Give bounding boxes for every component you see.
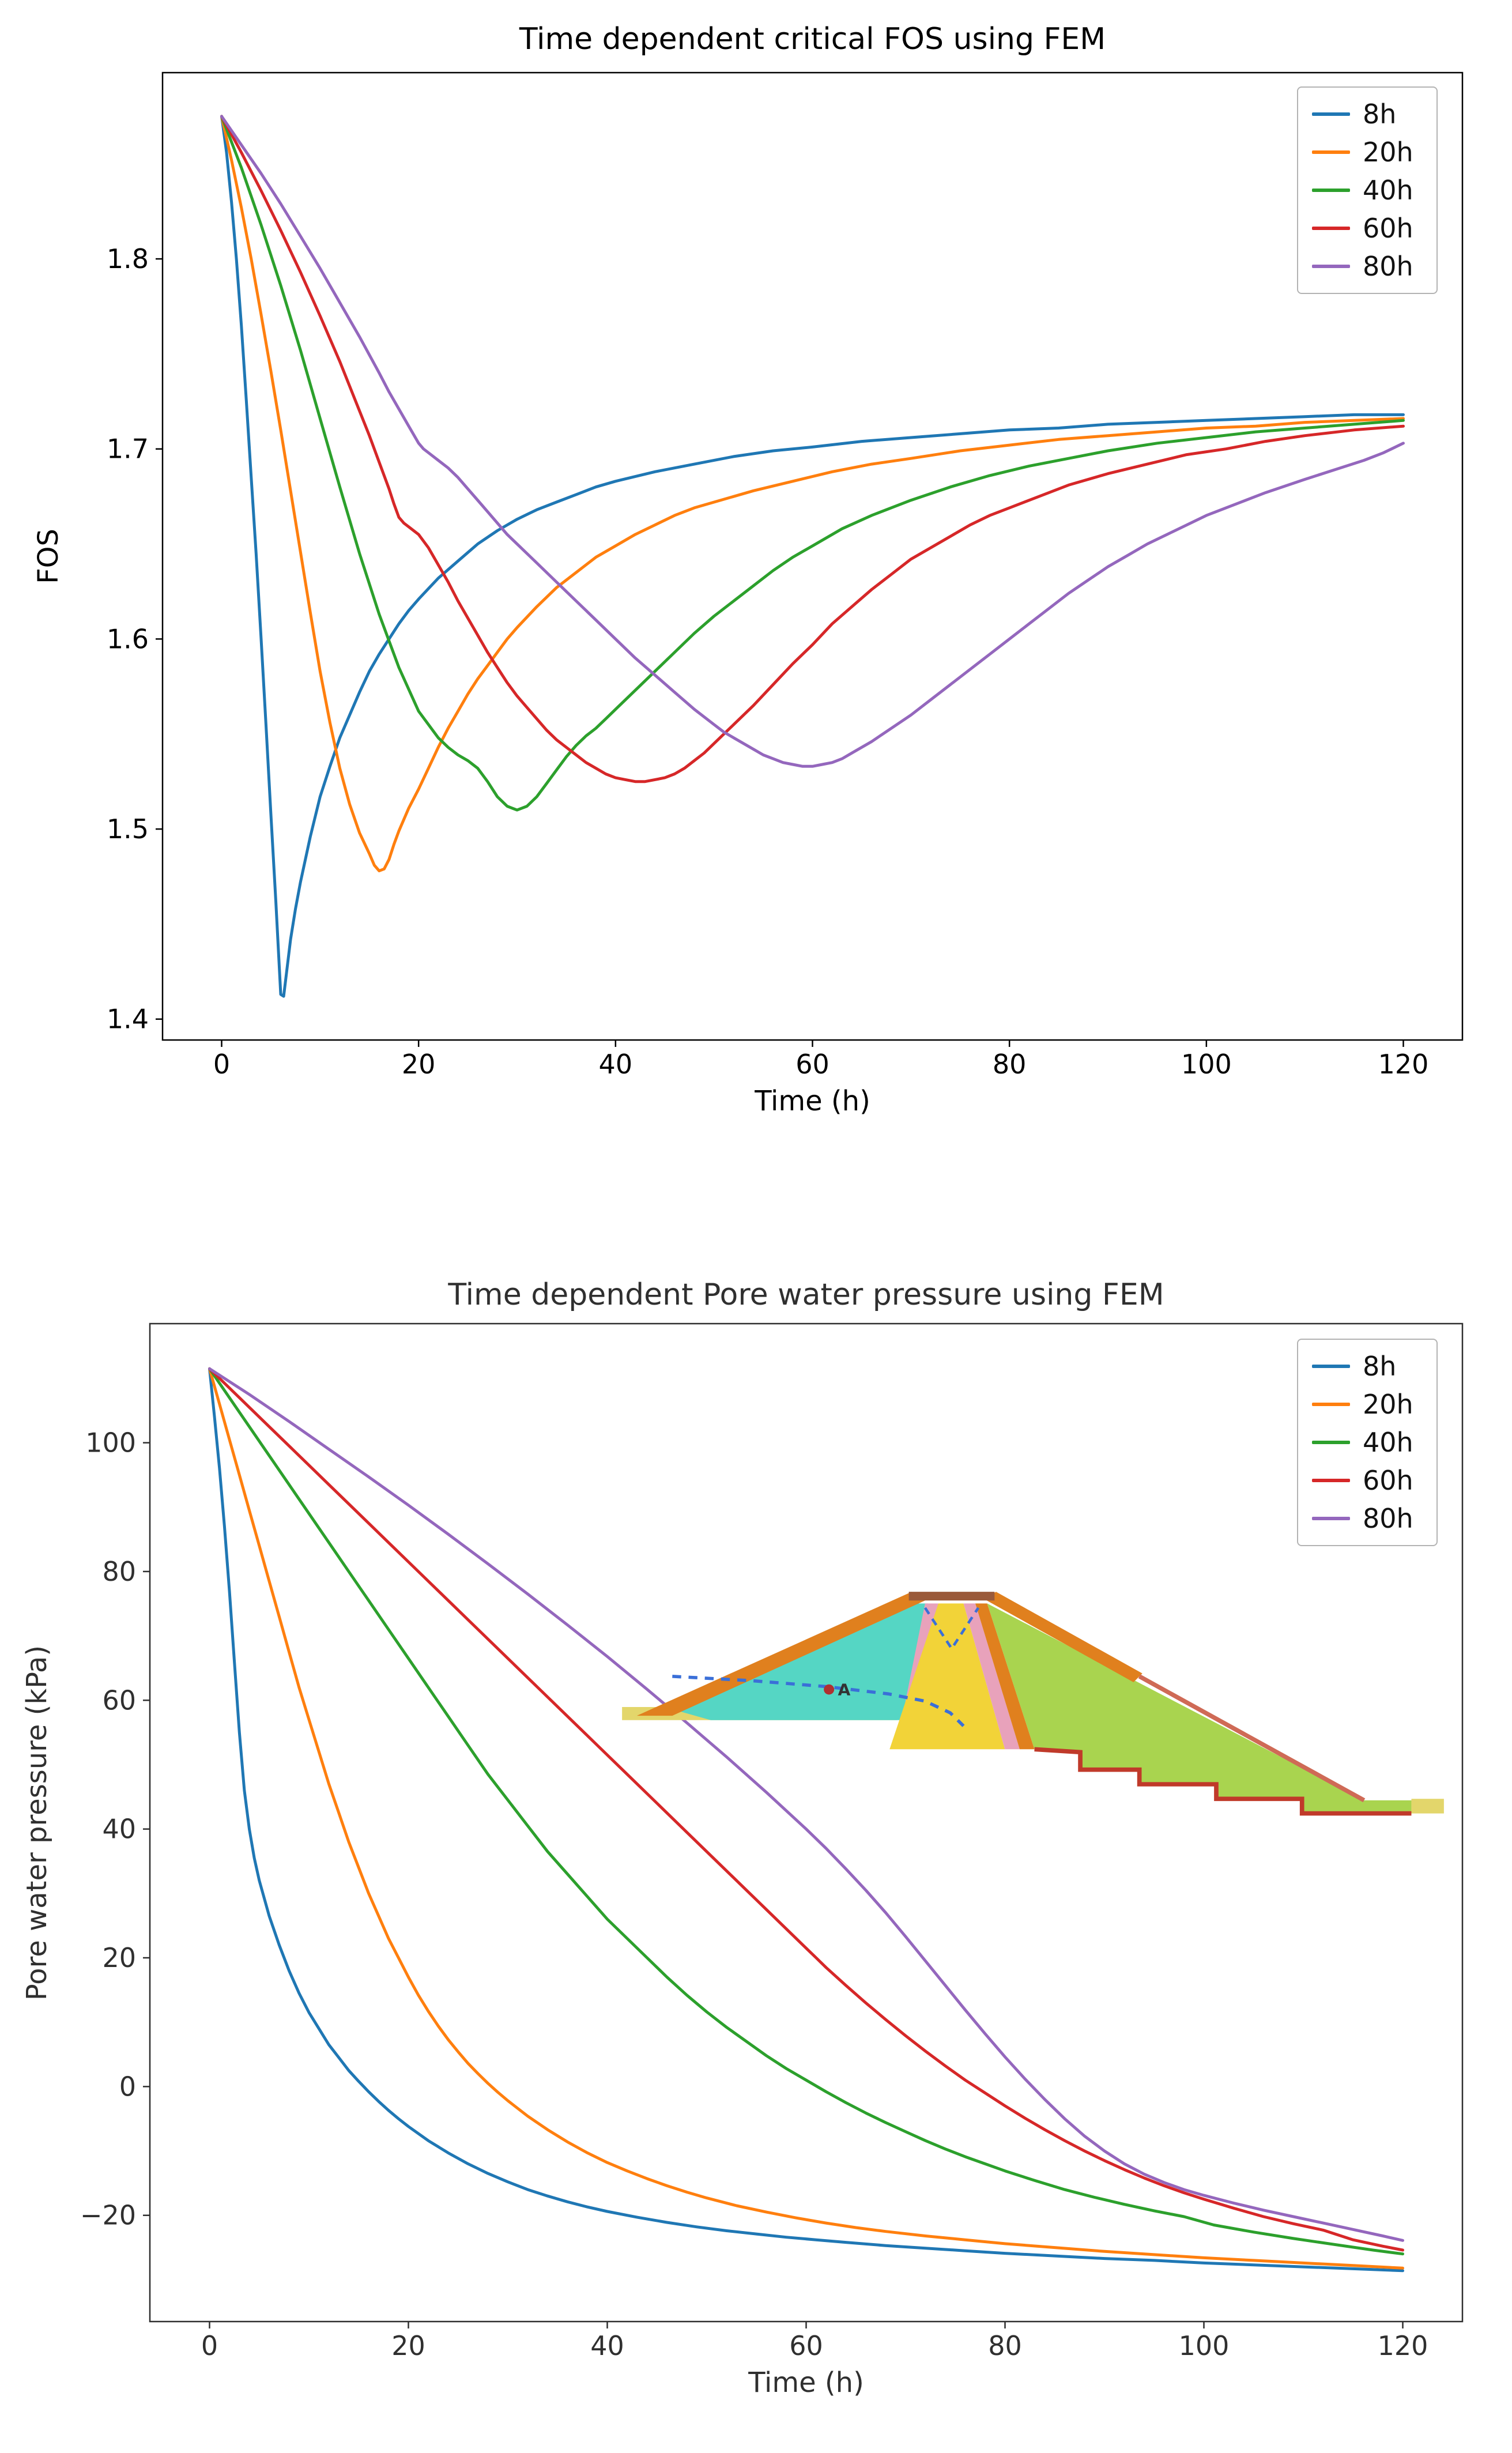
dam-upstream-shell — [669, 1603, 928, 1720]
legend-line-swatch — [1312, 227, 1350, 230]
dam-cross-section-inset: A — [622, 1592, 1444, 1816]
dam-slip-surface — [923, 1607, 980, 1651]
legend-item-40h: 40h — [1312, 174, 1413, 206]
legend-label: 60h — [1363, 1465, 1413, 1496]
dam-right-ground-strip — [1411, 1799, 1444, 1814]
legend-label: 8h — [1363, 99, 1397, 130]
legend-item-80h: 80h — [1312, 250, 1413, 282]
fos-plot-area: 0 20 40 60 80 100 120 1.4 1.5 1.6 1.7 1.8 — [107, 71, 1464, 1080]
dam-upstream-slope-layer — [636, 1592, 925, 1716]
x-tick-label: 60 — [795, 1049, 829, 1080]
x-tick-label: 100 — [1181, 1049, 1232, 1080]
x-tick-label: 20 — [402, 1049, 436, 1080]
pwp-chart-title: Time dependent Pore water pressure using… — [448, 1278, 1164, 1312]
x-tick-label: 0 — [201, 2330, 218, 2361]
monitoring-point-A — [824, 1684, 835, 1695]
dam-downstream-shell — [987, 1603, 1412, 1814]
series-line-80h — [208, 1367, 1404, 2242]
legend-label: 80h — [1363, 1503, 1413, 1534]
y-tick-label: 40 — [102, 1814, 136, 1845]
plot-border — [161, 71, 1464, 1041]
legend-item-80h: 80h — [1312, 1502, 1413, 1535]
legend-line-swatch — [1312, 150, 1350, 154]
legend-item-20h: 20h — [1312, 136, 1413, 168]
dam-crest-cap — [908, 1592, 995, 1601]
pwp-legend: 8h 20h 40h 60h 80h — [1297, 1339, 1438, 1546]
y-tick-label: 1.5 — [107, 813, 149, 845]
series-line-60h — [208, 1367, 1404, 2252]
legend-item-20h: 20h — [1312, 1388, 1413, 1420]
legend-label: 80h — [1363, 251, 1413, 282]
legend-label: 8h — [1363, 1351, 1397, 1382]
y-tick-label: −20 — [80, 2200, 136, 2231]
legend-label: 60h — [1363, 213, 1413, 244]
pwp-x-axis-label: Time (h) — [748, 2367, 864, 2399]
legend-label: 40h — [1363, 175, 1413, 206]
dam-phreatic-line — [672, 1675, 965, 1727]
dam-clay-core — [889, 1603, 1005, 1750]
legend-line-swatch — [1312, 1517, 1350, 1520]
x-tick-label: 40 — [599, 1049, 633, 1080]
dam-chimney-filter-right — [963, 1603, 1020, 1750]
point-A-label: A — [838, 1680, 851, 1700]
x-tick-label: 0 — [213, 1049, 230, 1080]
legend-label: 20h — [1363, 137, 1413, 168]
y-tick-label: 0 — [119, 2071, 136, 2102]
series-line-8h — [220, 115, 1405, 998]
legend-item-40h: 40h — [1312, 1426, 1413, 1459]
y-tick-label: 80 — [102, 1556, 136, 1587]
legend-line-swatch — [1312, 1365, 1350, 1368]
y-tick-label: 1.8 — [107, 243, 149, 274]
legend-line-swatch — [1312, 112, 1350, 116]
legend-line-swatch — [1312, 265, 1350, 268]
legend-line-swatch — [1312, 1403, 1350, 1406]
y-tick-label: 1.7 — [107, 434, 149, 465]
series-line-40h — [220, 115, 1405, 812]
pwp-chart-figure: Time dependent Pore water pressure using… — [0, 1228, 1512, 2453]
legend-item-60h: 60h — [1312, 1464, 1413, 1497]
y-tick-label: 60 — [102, 1685, 136, 1716]
pwp-plot-area: 0 20 40 60 80 100 120 −20 0 20 40 60 80 100 — [80, 1322, 1464, 2361]
legend-line-swatch — [1312, 189, 1350, 192]
series-line-60h — [220, 115, 1405, 783]
x-tick-label: 40 — [590, 2330, 624, 2361]
legend-label: 20h — [1363, 1389, 1413, 1420]
x-tick-label: 80 — [988, 2330, 1022, 2361]
x-tick-label: 100 — [1179, 2330, 1230, 2361]
legend-item-60h: 60h — [1312, 212, 1413, 244]
x-tick-label: 60 — [789, 2330, 823, 2361]
y-tick-label: 100 — [85, 1427, 136, 1459]
y-tick-label: 1.6 — [107, 623, 149, 654]
x-tick-label: 80 — [993, 1049, 1027, 1080]
dam-foundation-boundary — [1034, 1747, 1412, 1816]
x-tick-label: 20 — [391, 2330, 425, 2361]
legend-label: 40h — [1363, 1427, 1413, 1458]
y-tick-label: 1.4 — [107, 1004, 149, 1035]
fos-x-axis-label: Time (h) — [755, 1085, 870, 1117]
series-line-20h — [208, 1367, 1404, 2270]
dam-transition-zone — [975, 1603, 1035, 1750]
series-line-40h — [208, 1367, 1404, 2256]
fos-legend: 8h 20h 40h 60h 80h — [1297, 86, 1438, 294]
dam-downstream-slope-layer — [984, 1592, 1143, 1682]
series-line-20h — [220, 115, 1405, 873]
legend-line-swatch — [1312, 1479, 1350, 1482]
x-tick-label: 120 — [1378, 2330, 1428, 2361]
series-line-80h — [220, 115, 1405, 768]
fos-chart-title: Time dependent critical FOS using FEM — [519, 22, 1106, 56]
legend-line-swatch — [1312, 1441, 1350, 1444]
dam-downstream-face-lower — [1138, 1674, 1366, 1803]
legend-item-8h: 8h — [1312, 98, 1413, 130]
series-line-8h — [208, 1367, 1404, 2273]
legend-item-8h: 8h — [1312, 1350, 1413, 1382]
y-tick-label: 20 — [102, 1942, 136, 1973]
x-tick-label: 120 — [1378, 1049, 1429, 1080]
fos-chart-figure: Time dependent critical FOS using FEM FO… — [0, 0, 1512, 1153]
